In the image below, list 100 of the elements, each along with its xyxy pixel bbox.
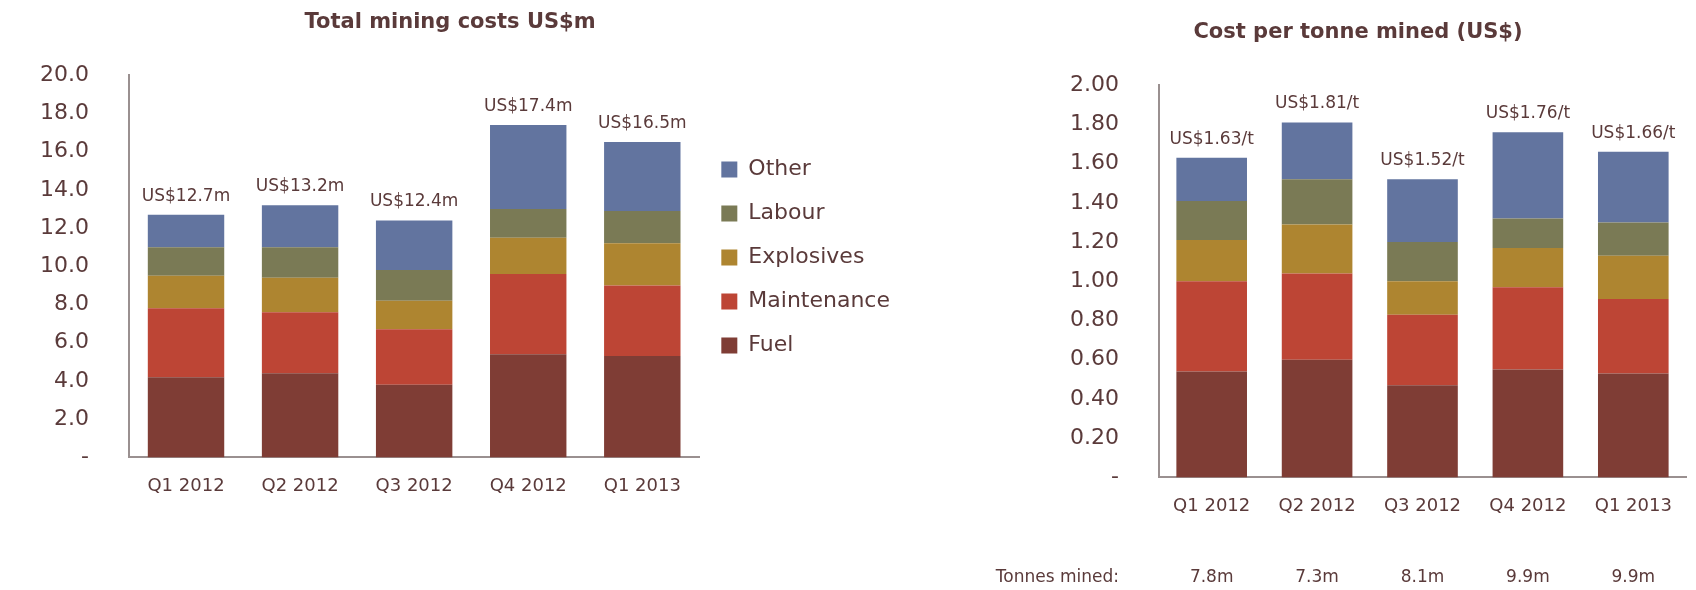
bar	[604, 356, 681, 458]
y-tick-label: 1.00	[1070, 267, 1119, 293]
bar	[1597, 298, 1669, 374]
bar	[1492, 132, 1564, 219]
bar	[1597, 222, 1669, 256]
x-tick-label: Q1 2012	[1173, 493, 1251, 515]
bar	[490, 273, 567, 355]
y-tick-label: 0.40	[1070, 384, 1119, 410]
chart-title: Total mining costs US$m	[304, 9, 596, 34]
bar	[490, 208, 567, 238]
bar	[375, 329, 453, 385]
chart-title: Cost per tonne mined (US$)	[1193, 19, 1523, 44]
y-tick-label: 18.0	[40, 99, 89, 125]
total-label: US$12.7m	[141, 184, 231, 205]
y-tick-label: 16.0	[40, 137, 89, 163]
bar	[261, 312, 339, 374]
y-tick-label: 0.80	[1070, 306, 1119, 332]
bar	[1492, 369, 1564, 478]
bar	[147, 377, 225, 458]
bar	[261, 373, 339, 458]
text: 7.3m	[1295, 565, 1339, 586]
y-tick-label: 1.80	[1070, 110, 1119, 136]
total-label: US$1.52/t	[1380, 149, 1465, 170]
text: Tonnes mined:	[994, 565, 1119, 586]
text: 8.1m	[1400, 565, 1445, 586]
text: 9.9m	[1611, 565, 1656, 586]
y-tick-label: 0.20	[1070, 423, 1119, 449]
y-tick-label: 12.0	[40, 213, 89, 239]
legend-label: Explosives	[748, 243, 865, 269]
bar	[375, 384, 453, 458]
bar	[1176, 200, 1247, 241]
bar	[261, 247, 339, 278]
legend-label: Other	[748, 155, 812, 181]
bar	[1281, 122, 1353, 180]
y-tick-label: 2.00	[1070, 70, 1119, 96]
bar	[261, 277, 339, 313]
bar	[147, 308, 225, 378]
y-tick-label: 4.0	[53, 366, 89, 392]
y-tick-label: 8.0	[53, 290, 89, 316]
x-tick-label: Q4 2012	[1489, 493, 1567, 515]
bar	[604, 210, 681, 244]
x-tick-label: Q4 2012	[489, 473, 567, 495]
total-label: US$17.4m	[483, 94, 573, 115]
legend-label: Maintenance	[748, 287, 891, 313]
x-tick-label: Q2 2012	[1278, 493, 1356, 515]
x-tick-label: Q1 2012	[147, 473, 225, 495]
bar	[375, 270, 453, 301]
bar	[1387, 281, 1458, 315]
y-tick-label: 0.60	[1070, 345, 1119, 371]
bar	[1281, 224, 1353, 274]
bar	[1176, 281, 1247, 372]
y-tick-label: 1.20	[1070, 227, 1119, 253]
x-tick-label: Q1 2013	[603, 473, 681, 495]
bar	[1597, 373, 1669, 478]
bar	[375, 220, 453, 271]
bar	[1281, 359, 1353, 478]
bar	[490, 124, 567, 209]
bar	[1176, 371, 1247, 478]
bar	[1176, 240, 1247, 282]
bar	[1597, 255, 1669, 299]
bar	[1387, 179, 1458, 243]
bar	[1492, 247, 1564, 288]
y-tick-label: 20.0	[40, 60, 89, 86]
bar	[490, 237, 567, 274]
bar	[1176, 157, 1247, 201]
y-tick-label: -	[1111, 463, 1119, 489]
bar	[147, 247, 225, 276]
bar	[1387, 314, 1458, 386]
total-label: US$16.5m	[598, 112, 687, 133]
bar	[604, 285, 681, 357]
x-tick-label: Q1 2013	[1594, 493, 1672, 515]
legend-label: Fuel	[748, 331, 794, 357]
y-tick-label: 14.0	[40, 175, 89, 201]
y-tick-label: 6.0	[53, 328, 89, 354]
y-tick-label: 10.0	[40, 252, 89, 278]
x-tick-label: Q2 2012	[261, 473, 339, 495]
total-label: US$1.66/t	[1591, 121, 1676, 142]
total-label: US$13.2m	[255, 175, 345, 196]
bar	[1492, 287, 1564, 370]
bar	[1492, 218, 1564, 248]
text: 7.8m	[1189, 565, 1234, 586]
y-tick-label: -	[81, 443, 89, 469]
y-tick-label: 2.0	[53, 404, 89, 430]
legend-label: Labour	[748, 199, 826, 225]
bar	[490, 354, 567, 458]
bar	[147, 275, 225, 309]
bar	[1281, 273, 1353, 360]
y-tick-label: 1.60	[1070, 149, 1119, 175]
bar	[147, 214, 225, 248]
total-label: US$1.63/t	[1169, 127, 1255, 148]
total-label: US$1.81/t	[1274, 92, 1360, 113]
text: 9.9m	[1506, 565, 1550, 586]
bar	[261, 205, 339, 248]
bar	[375, 300, 453, 330]
total-label: US$1.76/t	[1485, 102, 1571, 123]
bar	[1281, 179, 1353, 225]
bar	[1387, 242, 1458, 282]
y-tick-label: 1.40	[1070, 188, 1119, 214]
total-label: US$12.4m	[369, 190, 459, 211]
x-tick-label: Q3 2012	[375, 473, 453, 495]
